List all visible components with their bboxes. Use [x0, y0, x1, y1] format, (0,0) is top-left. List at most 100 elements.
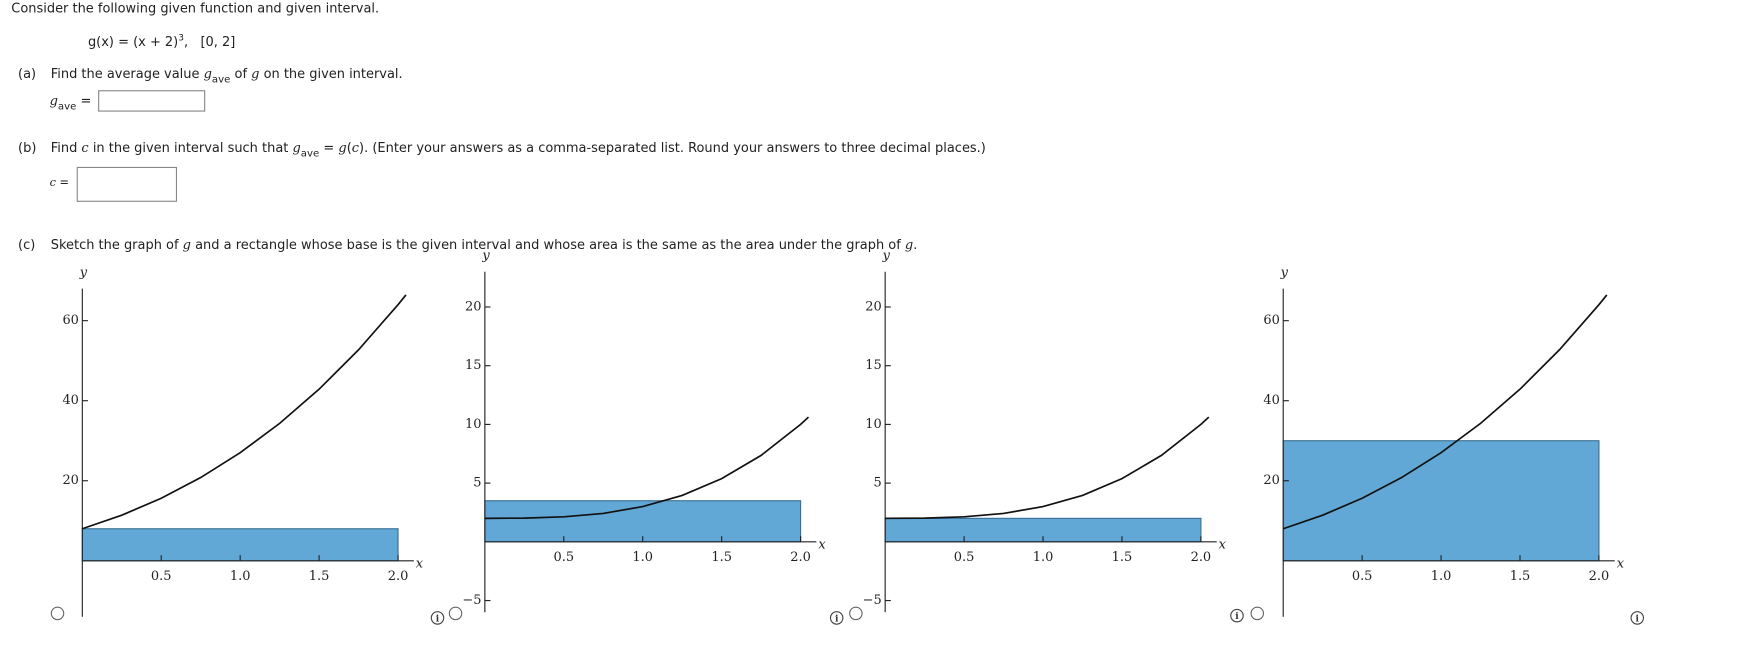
y-tick-label: 40 — [62, 393, 78, 408]
y-tick-label: 60 — [1263, 313, 1279, 328]
x-tick-label: 0.5 — [553, 550, 574, 565]
radio-option-1[interactable] — [50, 606, 65, 621]
text: ). (Enter your answers as a comma-separa… — [359, 139, 986, 156]
part-b-text: Find c in the given interval such that g… — [51, 140, 986, 160]
text: Sketch the graph of — [50, 236, 183, 253]
text: c — [81, 139, 89, 156]
text: ave — [300, 148, 320, 161]
part-c-text: Sketch the graph of g and a rectangle wh… — [51, 237, 918, 253]
text: g — [49, 92, 58, 109]
info-icon[interactable]: i — [430, 611, 445, 625]
part-b-label: (b) — [18, 139, 37, 156]
curve — [484, 416, 810, 520]
text: = — [76, 92, 92, 109]
text: g — [182, 236, 191, 253]
text: g — [203, 65, 212, 82]
text: ave — [57, 101, 77, 113]
x-axis-label: x — [1617, 557, 1625, 572]
rectangle — [484, 500, 802, 543]
x-tick-label: 2.0 — [1589, 569, 1610, 584]
y-tick-label: −5 — [462, 593, 481, 608]
info-icon[interactable]: i — [829, 611, 844, 625]
x-axis-label: x — [818, 538, 826, 553]
x-tick-label: 2.0 — [1191, 550, 1212, 565]
curve — [885, 416, 1210, 520]
y-tick-label: 60 — [62, 313, 78, 328]
x-tick-label: 1.5 — [1510, 569, 1531, 584]
x-tick-label: 0.5 — [954, 550, 975, 565]
info-icon[interactable]: i — [1630, 611, 1645, 625]
y-axis-label: y — [79, 265, 88, 280]
x-tick-label: 1.0 — [1033, 550, 1054, 565]
radio-option-2[interactable] — [448, 606, 463, 621]
curve — [82, 294, 407, 530]
function-exponent: 3 — [178, 32, 184, 43]
text: = — [319, 139, 339, 156]
y-tick-label: −5 — [863, 593, 882, 608]
y-axis-label: y — [1280, 265, 1289, 280]
text: = — [55, 177, 69, 190]
text: on the given interval. — [259, 65, 403, 82]
x-tick-label: 2.0 — [388, 569, 409, 584]
x-tick-label: 1.0 — [632, 550, 653, 565]
graph: 0.5 1.0 1.5 2.0 −5 5 10 15 20 y x — [462, 248, 826, 613]
x-tick-label: 1.5 — [711, 550, 732, 565]
y-tick-label: 20 — [865, 299, 881, 314]
text: g — [292, 139, 301, 156]
y-tick-label: 5 — [874, 476, 882, 491]
x-axis-label: x — [416, 557, 424, 572]
y-axis-label: y — [882, 248, 891, 263]
y-tick-label: 20 — [1263, 473, 1279, 488]
x-axis-label: x — [1219, 538, 1227, 553]
answer-a-input[interactable] — [98, 90, 206, 112]
y-tick-label: 5 — [473, 476, 481, 491]
text: in the given interval such that — [88, 139, 293, 156]
graph: 0.5 1.0 1.5 2.0 20 40 60 y x — [62, 265, 424, 617]
info-icon[interactable]: i — [1230, 608, 1244, 623]
radio-option-4[interactable] — [1250, 606, 1265, 621]
x-tick-label: 1.5 — [1112, 550, 1133, 565]
text: Find — [50, 139, 82, 156]
answer-b-label: c = — [50, 177, 69, 189]
part-a-text: Find the average value gave of g on the … — [51, 65, 403, 85]
y-tick-label: 15 — [465, 358, 481, 373]
text: Find the average value — [50, 65, 204, 82]
y-tick-label: 10 — [865, 417, 881, 432]
rectangle — [1282, 440, 1600, 562]
part-c-label: (c) — [18, 236, 36, 253]
radio-option-3[interactable] — [849, 606, 863, 621]
answer-a-label: gave = — [50, 92, 92, 112]
graph: 0.5 1.0 1.5 2.0 20 40 60 y x — [1263, 265, 1625, 617]
text: and a rectangle whose base is the given … — [190, 236, 905, 253]
part-a-label: (a) — [18, 65, 37, 82]
x-tick-label: 2.0 — [790, 550, 811, 565]
text: g — [251, 65, 260, 82]
text: of — [230, 65, 252, 82]
text: c — [351, 139, 360, 156]
y-axis-label: y — [481, 248, 490, 263]
text: ave — [211, 74, 231, 86]
x-tick-label: 0.5 — [1352, 569, 1373, 584]
y-tick-label: 20 — [62, 473, 78, 488]
text: g — [904, 236, 914, 253]
y-tick-label: 40 — [1263, 393, 1279, 408]
text: g — [338, 139, 347, 156]
y-tick-label: 10 — [465, 417, 481, 432]
function: g(x) = (x + 2)3, [0, 2] — [88, 33, 235, 50]
graph: 0.5 1.0 1.5 2.0 −5 5 10 15 20 y x — [863, 248, 1227, 613]
text: ( — [346, 139, 352, 156]
x-tick-label: 1.0 — [230, 569, 251, 584]
curve — [1282, 294, 1608, 530]
x-tick-label: 1.0 — [1431, 569, 1452, 584]
y-tick-label: 20 — [465, 299, 481, 314]
y-tick-label: 15 — [865, 358, 881, 373]
answer-b-input[interactable] — [76, 166, 178, 202]
function-expr: g(x) = (x + 2) — [87, 33, 179, 50]
x-tick-label: 0.5 — [151, 569, 172, 584]
intro: Consider the following given function an… — [11, 0, 380, 16]
function-interval: , [0, 2] — [183, 33, 236, 50]
x-tick-label: 1.5 — [309, 569, 330, 584]
text: . — [913, 236, 918, 253]
text: c — [49, 177, 56, 190]
